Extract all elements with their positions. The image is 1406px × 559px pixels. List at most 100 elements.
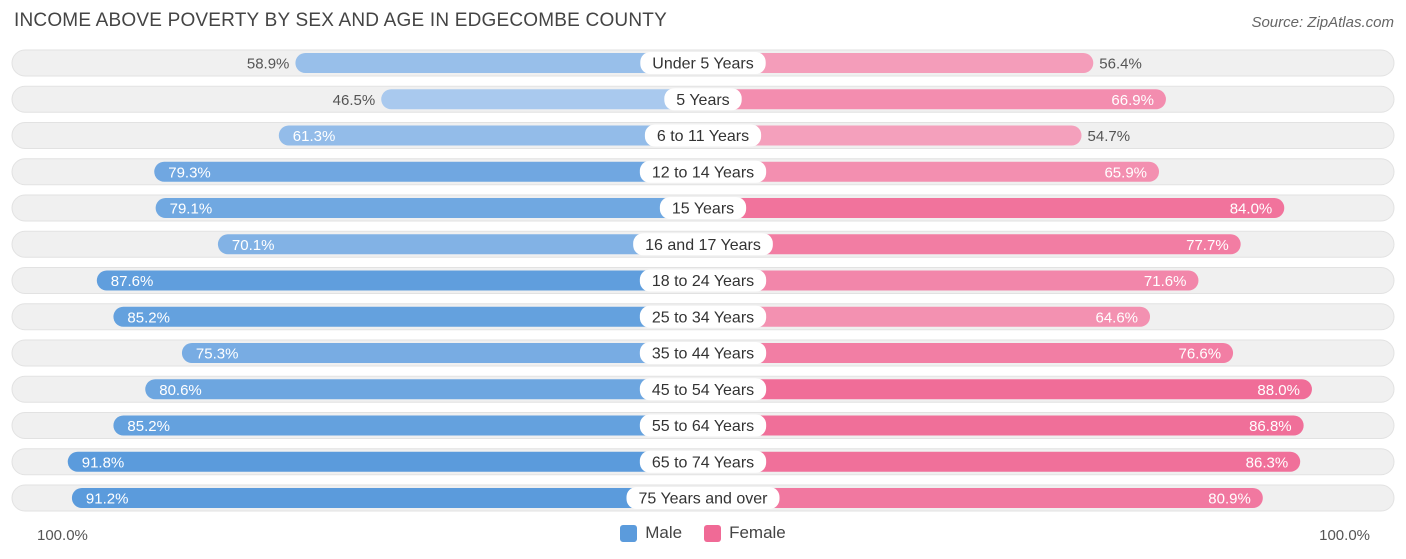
male-bar [278,125,703,146]
male-swatch [620,524,638,542]
male-bar [295,53,703,73]
female-value-label: 84.0% [1230,201,1273,218]
male-bar [67,451,703,472]
male-bar [145,379,704,400]
male-value-label: 91.2% [86,491,129,508]
female-value-label: 76.6% [1179,346,1222,363]
category-label-pill [640,52,766,74]
category-label-pill [639,269,767,292]
bar-row: 25 to 34 Years 85.2% 64.6% [11,303,1395,331]
male-value-label: 85.2% [127,418,170,435]
category-label: 75 Years and over [639,491,769,508]
male-value-label: 70.1% [232,237,275,254]
bar-row: 6 to 11 Years 61.3% 54.7% [11,122,1395,149]
male-value-label: 61.3% [293,128,336,145]
bar-row: 75 Years and over 91.2% 80.9% [11,484,1395,512]
male-value-label: 79.1% [170,201,213,218]
male-bar [113,306,703,327]
female-value-label: 66.9% [1111,92,1154,109]
female-value-label: 80.9% [1208,491,1251,508]
category-label: 55 to 64 Years [652,418,754,435]
category-label-pill [639,342,767,364]
category-label-pill [644,124,762,147]
male-bar [381,89,703,110]
category-label: Under 5 Years [652,56,753,73]
category-label-pill [626,487,780,509]
male-bar [181,343,703,363]
female-bar [703,415,1304,436]
category-label: 25 to 34 Years [652,309,754,326]
male-value-label: 80.6% [159,382,202,399]
legend-item-female[interactable]: Female [704,523,786,543]
source-note: Source: ZipAtlas.com [1251,14,1394,31]
category-label-pill [639,160,767,183]
female-bar [703,306,1151,327]
category-label: 6 to 11 Years [657,128,749,145]
category-label-pill [664,88,742,111]
legend: Male Female [0,523,1406,543]
male-bar [217,234,703,255]
female-bar [703,488,1263,508]
bar-row: 18 to 24 Years 87.6% 71.6% [11,267,1395,294]
axis-right-label: 100.0% [1319,527,1370,544]
category-label-pill [633,233,773,256]
female-bar [703,125,1082,146]
female-swatch [704,524,722,542]
male-value-label: 87.6% [111,273,154,290]
female-value-label: 86.8% [1249,418,1292,435]
female-value-label: 86.3% [1246,454,1289,471]
male-value-label: 91.8% [82,454,125,471]
male-bar [113,415,703,436]
category-label-pill [639,378,767,401]
female-bar [703,234,1241,255]
female-bar [703,89,1166,110]
axis-left-label: 100.0% [37,527,88,544]
category-label: 15 Years [672,201,734,218]
female-value-label: 64.6% [1095,309,1138,326]
category-label: 35 to 44 Years [652,346,754,363]
bar-row: 5 Years 46.5% 66.9% [11,85,1395,113]
female-value-label: 65.9% [1104,164,1147,181]
bar-row: 12 to 14 Years 79.3% 65.9% [11,158,1395,186]
female-bar [703,270,1199,291]
male-bar [155,198,704,218]
legend-female-label: Female [729,523,786,542]
bar-row: 45 to 54 Years 80.6% 88.0% [11,375,1395,403]
female-bar [703,379,1312,400]
chart-title: INCOME ABOVE POVERTY BY SEX AND AGE IN E… [14,10,667,31]
female-bar [703,343,1234,363]
male-bar [96,270,704,291]
category-label: 5 Years [676,92,729,109]
legend-item-male[interactable]: Male [620,523,682,543]
male-value-label: 58.9% [247,56,290,73]
male-bar [154,161,703,182]
legend-male-label: Male [645,523,683,542]
female-value-label: 71.6% [1144,273,1187,290]
bar-row: Under 5 Years 58.9% 56.4% [11,49,1395,77]
male-value-label: 79.3% [168,164,211,181]
category-label: 65 to 74 Years [652,454,754,471]
female-bar [703,198,1285,218]
category-label-pill [659,197,747,219]
bar-row: 35 to 44 Years 75.3% 76.6% [11,339,1395,367]
category-label-pill [639,414,767,437]
male-bar [71,488,703,508]
female-bar [703,451,1301,472]
female-value-label: 56.4% [1099,56,1142,73]
bar-row: 15 Years 79.1% 84.0% [11,194,1395,222]
category-label-pill [639,305,767,328]
category-label: 45 to 54 Years [652,382,754,399]
male-value-label: 46.5% [333,92,376,109]
category-label: 16 and 17 Years [645,237,761,254]
female-bar [703,161,1160,182]
male-value-label: 85.2% [127,309,170,326]
bar-row: 65 to 74 Years 91.8% 86.3% [11,448,1395,476]
female-value-label: 54.7% [1088,128,1131,145]
category-label: 18 to 24 Years [652,273,754,290]
bar-row: 55 to 64 Years 85.2% 86.8% [11,412,1395,439]
category-label-pill [639,450,767,473]
category-label: 12 to 14 Years [652,164,754,181]
male-value-label: 75.3% [196,346,239,363]
female-value-label: 88.0% [1257,382,1300,399]
